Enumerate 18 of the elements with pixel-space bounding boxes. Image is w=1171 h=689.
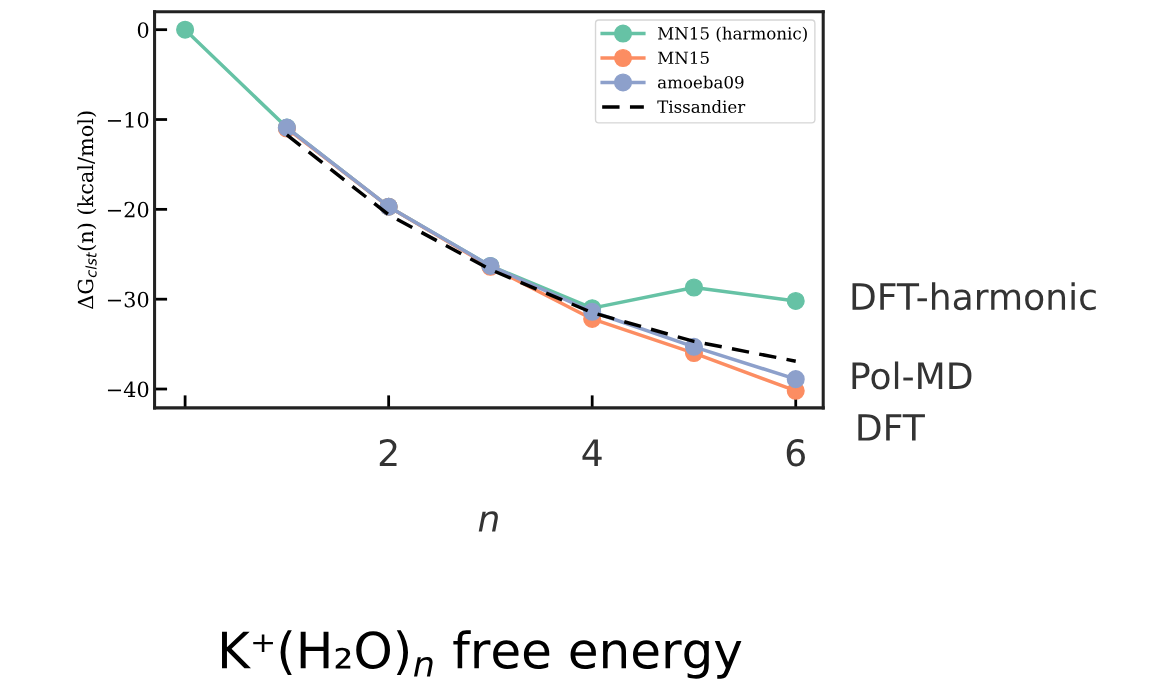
y-axis-title: ΔG$_{clst}$(n) (kcal/mol) xyxy=(77,111,97,309)
y-tick-label: 0 xyxy=(137,22,149,38)
text: DFT-harmonic xyxy=(852,282,1096,311)
legend-label: Tissandier xyxy=(657,100,746,113)
text: DFT xyxy=(858,414,925,441)
y-tick-label: −20 xyxy=(107,201,149,218)
x-tick-label: 6 xyxy=(786,439,805,467)
text: K⁺(H₂O)$_{n}$ free energy xyxy=(222,630,742,679)
y-tick-label: −40 xyxy=(107,381,149,398)
x-tick-label: 2 xyxy=(379,439,397,466)
x-tick-label: 4 xyxy=(582,439,602,466)
y-tick-label: −10 xyxy=(107,111,149,128)
text: Pol-MD xyxy=(852,361,972,390)
x-axis-title: n xyxy=(478,511,498,532)
legend-label: amoeba09 xyxy=(658,75,744,89)
y-tick-label: −30 xyxy=(107,291,149,308)
legend-label: MN15 xyxy=(658,51,709,65)
legend-label: MN15 (harmonic) xyxy=(658,26,807,42)
